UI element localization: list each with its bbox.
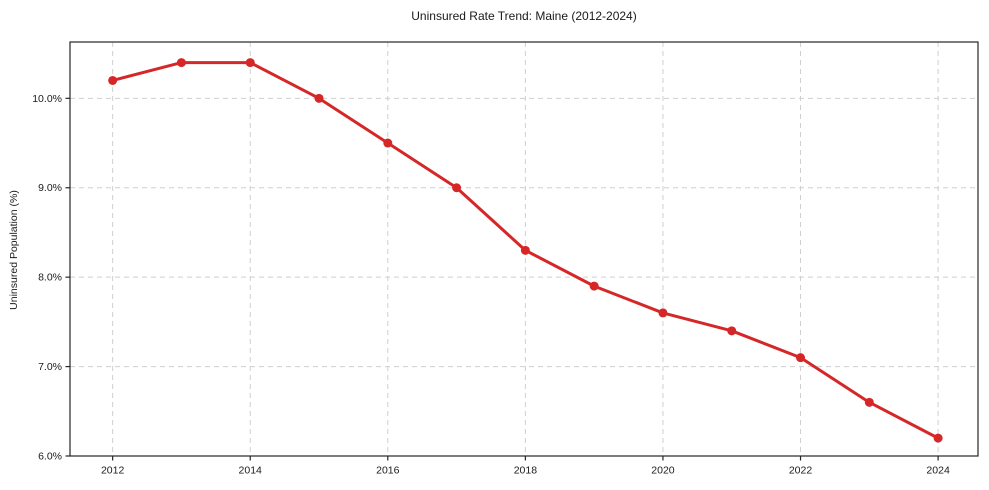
data-point-2013 xyxy=(176,58,186,68)
data-point-2021 xyxy=(727,326,737,336)
data-point-2016 xyxy=(383,138,393,148)
data-point-2014 xyxy=(245,58,255,68)
y-tick-label: 6.0% xyxy=(38,451,62,463)
data-point-2015 xyxy=(314,93,324,103)
y-tick-label: 9.0% xyxy=(38,182,62,194)
data-point-2023 xyxy=(864,397,874,407)
y-tick-label: 7.0% xyxy=(38,361,62,373)
x-tick-label: 2020 xyxy=(651,465,675,477)
plot-border xyxy=(69,41,979,457)
x-tick-label: 2022 xyxy=(789,465,813,477)
x-tick-label: 2024 xyxy=(926,465,950,477)
data-point-2012 xyxy=(108,75,118,85)
x-tick-label: 2012 xyxy=(101,465,125,477)
data-point-2019 xyxy=(589,281,599,291)
data-point-2022 xyxy=(796,353,806,363)
x-tick-label: 2014 xyxy=(239,465,263,477)
y-tick-label: 10.0% xyxy=(32,93,62,105)
x-tick-label: 2018 xyxy=(514,465,538,477)
chart-title: Uninsured Rate Trend: Maine (2012-2024) xyxy=(411,9,637,23)
x-tick-label: 2016 xyxy=(376,465,400,477)
data-point-2018 xyxy=(520,245,530,255)
y-tick-label: 8.0% xyxy=(38,272,62,284)
data-point-2017 xyxy=(452,183,462,193)
data-point-2024 xyxy=(933,433,943,443)
data-point-2020 xyxy=(658,308,668,318)
